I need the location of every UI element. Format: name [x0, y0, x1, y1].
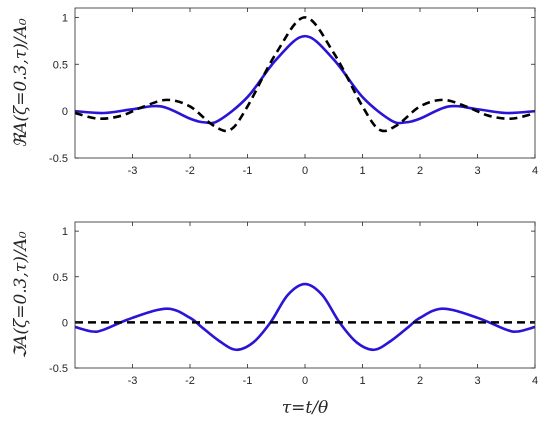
x-tick-label: 1	[359, 165, 365, 177]
y-tick-label: 1	[62, 12, 68, 24]
x-tick-label: -2	[185, 375, 195, 387]
solid-series-line	[75, 282, 535, 352]
x-tick-label: -3	[128, 165, 138, 177]
x-axis-label: τ=t/θ	[282, 398, 328, 418]
x-tick-label: 2	[417, 375, 423, 387]
axes-box	[74, 7, 536, 159]
axes-box	[74, 221, 536, 369]
x-tick-label: 4	[532, 375, 538, 387]
top-panel-real-part: -3 -2 -1 0 1 2 3 4 -0.5 0 0.5 1 ℜA(ζ=0.3,τ)/A₀	[11, 7, 538, 177]
y-tick-label: 0.5	[53, 272, 68, 284]
x-tick-label: 3	[474, 165, 480, 177]
x-tick-label: 0	[302, 375, 308, 387]
bottom-panel-imaginary-part: -3 -2 -1 0 1 2 3 4 -0.5 0 0.5 1 ℑA(ζ=0.3,τ)/A₀ τ=t/θ	[11, 221, 538, 418]
x-tick-label: -2	[185, 165, 195, 177]
x-tick-label: -3	[128, 375, 138, 387]
y-tick-label: -0.5	[49, 153, 68, 165]
y-axis-label: ℜA(ζ=0.3,τ)/A₀	[11, 18, 31, 148]
x-tick-label: -1	[243, 375, 253, 387]
y-tick-label: -0.5	[49, 363, 68, 375]
solid-series-line	[75, 34, 535, 125]
y-tick-label: 1	[62, 226, 68, 238]
y-axis-label: ℑA(ζ=0.3,τ)/A₀	[11, 231, 31, 359]
y-tick-label: 0	[62, 317, 68, 329]
x-tick-label: 2	[417, 165, 423, 177]
y-tick-label: 0	[62, 106, 68, 118]
x-tick-label: 4	[532, 165, 538, 177]
y-tick-label: 0.5	[53, 59, 68, 71]
dashed-series-line	[75, 16, 535, 133]
x-tick-label: -1	[243, 165, 253, 177]
x-tick-label: 0	[302, 165, 308, 177]
x-tick-label: 1	[359, 375, 365, 387]
x-tick-label: 3	[474, 375, 480, 387]
